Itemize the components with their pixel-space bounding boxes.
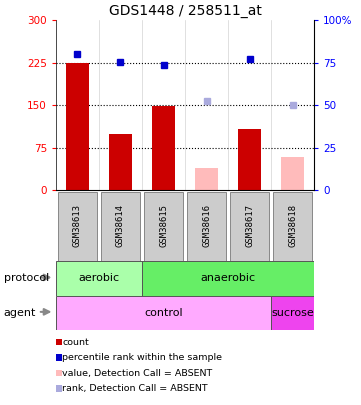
Bar — [230, 192, 269, 260]
Text: GSM38617: GSM38617 — [245, 204, 254, 247]
Text: agent: agent — [4, 308, 36, 318]
Text: value, Detection Call = ABSENT: value, Detection Call = ABSENT — [62, 369, 213, 377]
Text: GSM38616: GSM38616 — [202, 204, 211, 247]
Text: anaerobic: anaerobic — [200, 273, 256, 283]
Bar — [101, 192, 140, 260]
Bar — [152, 107, 175, 190]
Text: percentile rank within the sample: percentile rank within the sample — [62, 353, 222, 362]
Bar — [109, 134, 132, 190]
Bar — [58, 192, 97, 260]
Text: GSM38613: GSM38613 — [73, 204, 82, 247]
Text: rank, Detection Call = ABSENT: rank, Detection Call = ABSENT — [62, 384, 208, 393]
Text: aerobic: aerobic — [78, 273, 119, 283]
Bar — [66, 63, 89, 190]
Text: count: count — [62, 338, 89, 347]
Text: GSM38618: GSM38618 — [288, 204, 297, 247]
Bar — [142, 261, 314, 296]
Text: sucrose: sucrose — [271, 308, 314, 318]
Text: control: control — [144, 308, 183, 318]
Text: GSM38614: GSM38614 — [116, 204, 125, 247]
Text: GSM38615: GSM38615 — [159, 204, 168, 247]
Bar — [281, 158, 304, 190]
Bar — [195, 168, 218, 190]
Bar — [238, 129, 261, 190]
Text: protocol: protocol — [4, 273, 49, 283]
Bar — [187, 192, 226, 260]
Bar — [144, 192, 183, 260]
Bar — [273, 192, 312, 260]
Bar — [271, 296, 314, 330]
Title: GDS1448 / 258511_at: GDS1448 / 258511_at — [109, 4, 261, 18]
Bar — [56, 296, 271, 330]
Bar — [56, 261, 142, 296]
